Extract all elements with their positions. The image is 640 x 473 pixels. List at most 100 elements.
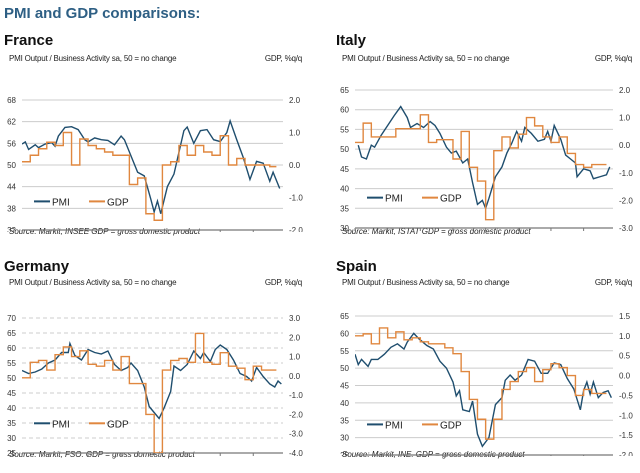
y-tick-label: 30 (340, 224, 349, 232)
right-axis-label: GDP, %q/q (264, 54, 302, 63)
y2-tick-label: 1.0 (619, 114, 631, 123)
y-tick-label: 65 (7, 329, 16, 338)
chart-svg: 25 30 35 40 45 50 55 60 65 70 -4.0 -3.0 -2.0 -1.0 0.0 1… (7, 314, 303, 456)
source-note: Source: Markit, FSO. GDP = gross domesti… (9, 450, 195, 459)
legend-label-gdp: GDP (107, 419, 129, 430)
source-note: Source: Markit, INSEE GDP = gross domest… (9, 227, 201, 236)
y-tick-label: 25 (7, 449, 16, 456)
y-tick-label: 55 (7, 359, 16, 368)
y2-tick-label: -2.0 (619, 196, 633, 205)
legend-label-gdp: GDP (107, 197, 129, 208)
page-title: PMI and GDP comparisons: (4, 5, 201, 22)
y-tick-label: 38 (7, 204, 16, 213)
series-line-pmi (355, 332, 613, 448)
y-tick-label: 60 (340, 106, 349, 115)
series-line-pmi (357, 105, 611, 211)
y-tick-label: 60 (340, 329, 349, 338)
y-tick-label: 55 (340, 125, 349, 134)
y-tick-label: 30 (340, 434, 349, 443)
y2-tick-label: -3.0 (289, 430, 303, 439)
series-line-gdp (22, 332, 277, 453)
legend-label-pmi: PMI (52, 197, 70, 208)
chart-svg: 25 30 35 40 45 50 55 60 65 -2.0 -1.5 -1.0 -0.5 0.0 0.5… (340, 312, 633, 456)
y-tick-label: 62 (7, 118, 16, 127)
legend-label-pmi: PMI (385, 420, 403, 431)
y2-tick-label: -1.0 (289, 194, 303, 203)
y2-tick-label: 0.5 (619, 352, 631, 361)
y2-tick-label: 0.0 (289, 372, 301, 381)
chart-panel-italy: Italy PMI Output / Business Activity sa, … (320, 32, 640, 247)
y2-tick-label: 1.0 (289, 129, 301, 138)
y2-tick-label: -2.0 (289, 410, 303, 419)
y-tick-label: 65 (340, 86, 349, 95)
chart-svg: 32384450566268-2.0-1.00.01.02.0200520062… (7, 96, 303, 232)
y-tick-label: 65 (340, 312, 349, 321)
series-line-gdp (355, 327, 607, 440)
y2-tick-label: 2.0 (289, 96, 301, 105)
chart-title: Germany (4, 258, 70, 275)
y2-tick-label: -2.0 (619, 451, 633, 456)
y-tick-label: 45 (7, 389, 16, 398)
y-tick-label: 60 (7, 344, 16, 353)
y-tick-label: 35 (340, 416, 349, 425)
right-axis-label: GDP, %q/q (594, 278, 632, 287)
source-note: Source: Markit, ISTAT GDP = gross domest… (342, 227, 531, 236)
y-tick-label: 68 (7, 96, 16, 105)
right-axis-label: GDP, %q/q (594, 54, 632, 63)
y-tick-label: 45 (340, 382, 349, 391)
chart-panel-france: France PMI Output / Business Activity sa,… (0, 32, 320, 247)
legend-label-pmi: PMI (385, 194, 403, 205)
y2-tick-label: -1.5 (619, 431, 633, 440)
y2-tick-label: -0.5 (619, 391, 633, 400)
y-tick-label: 40 (340, 185, 349, 194)
y-tick-label: 32 (7, 226, 16, 232)
y2-tick-label: -4.0 (289, 449, 303, 456)
series-line-gdp (22, 131, 277, 221)
left-axis-label: PMI Output / Business Activity sa, 50 = … (9, 278, 177, 287)
y2-tick-label: -2.0 (289, 226, 303, 232)
y-tick-label: 50 (7, 161, 16, 170)
left-axis-label: PMI Output / Business Activity sa, 50 = … (342, 54, 510, 63)
y2-tick-label: 0.0 (289, 161, 301, 170)
y-tick-label: 50 (340, 145, 349, 154)
y2-tick-label: 2.0 (289, 333, 301, 342)
y2-tick-label: 2.0 (619, 86, 631, 95)
legend-label-gdp: GDP (440, 420, 462, 431)
legend-label-pmi: PMI (52, 419, 70, 430)
y2-tick-label: 1.5 (619, 312, 631, 321)
y-tick-label: 55 (340, 347, 349, 356)
y2-tick-label: -1.0 (619, 411, 633, 420)
series-line-pmi (22, 341, 282, 420)
y2-tick-label: 1.0 (289, 353, 301, 362)
y-tick-label: 50 (7, 374, 16, 383)
left-axis-label: PMI Output / Business Activity sa, 50 = … (342, 278, 510, 287)
chart-panel-spain: Spain PMI Output / Business Activity sa, … (320, 258, 640, 473)
y-tick-label: 70 (7, 314, 16, 323)
y-tick-label: 35 (7, 419, 16, 428)
right-axis-label: GDP, %q/q (264, 278, 302, 287)
chart-svg: 3035404550556065-3.0-2.0-1.00.01.02.0200… (340, 86, 633, 232)
y-tick-label: 40 (340, 399, 349, 408)
y2-tick-label: 0.0 (619, 372, 631, 381)
y2-tick-label: 0.0 (619, 141, 631, 150)
y-tick-label: 35 (340, 204, 349, 213)
y2-tick-label: -1.0 (289, 391, 303, 400)
y-tick-label: 44 (7, 183, 16, 192)
y-tick-label: 25 (340, 451, 349, 456)
series-line-pmi (22, 118, 281, 215)
y2-tick-label: 1.0 (619, 332, 631, 341)
chart-title: Italy (336, 32, 367, 49)
y-tick-label: 30 (7, 434, 16, 443)
y2-tick-label: -1.0 (619, 169, 633, 178)
left-axis-label: PMI Output / Business Activity sa, 50 = … (9, 54, 177, 63)
series-line-gdp (355, 114, 607, 221)
y-tick-label: 40 (7, 404, 16, 413)
y-tick-label: 45 (340, 165, 349, 174)
y2-tick-label: -3.0 (619, 224, 633, 232)
chart-title: France (4, 32, 54, 49)
chart-title: Spain (336, 258, 377, 275)
y-tick-label: 56 (7, 139, 16, 148)
y2-tick-label: 3.0 (289, 314, 301, 323)
legend-label-gdp: GDP (440, 194, 462, 205)
chart-panel-germany: Germany PMI Output / Business Activity sa… (0, 258, 320, 473)
